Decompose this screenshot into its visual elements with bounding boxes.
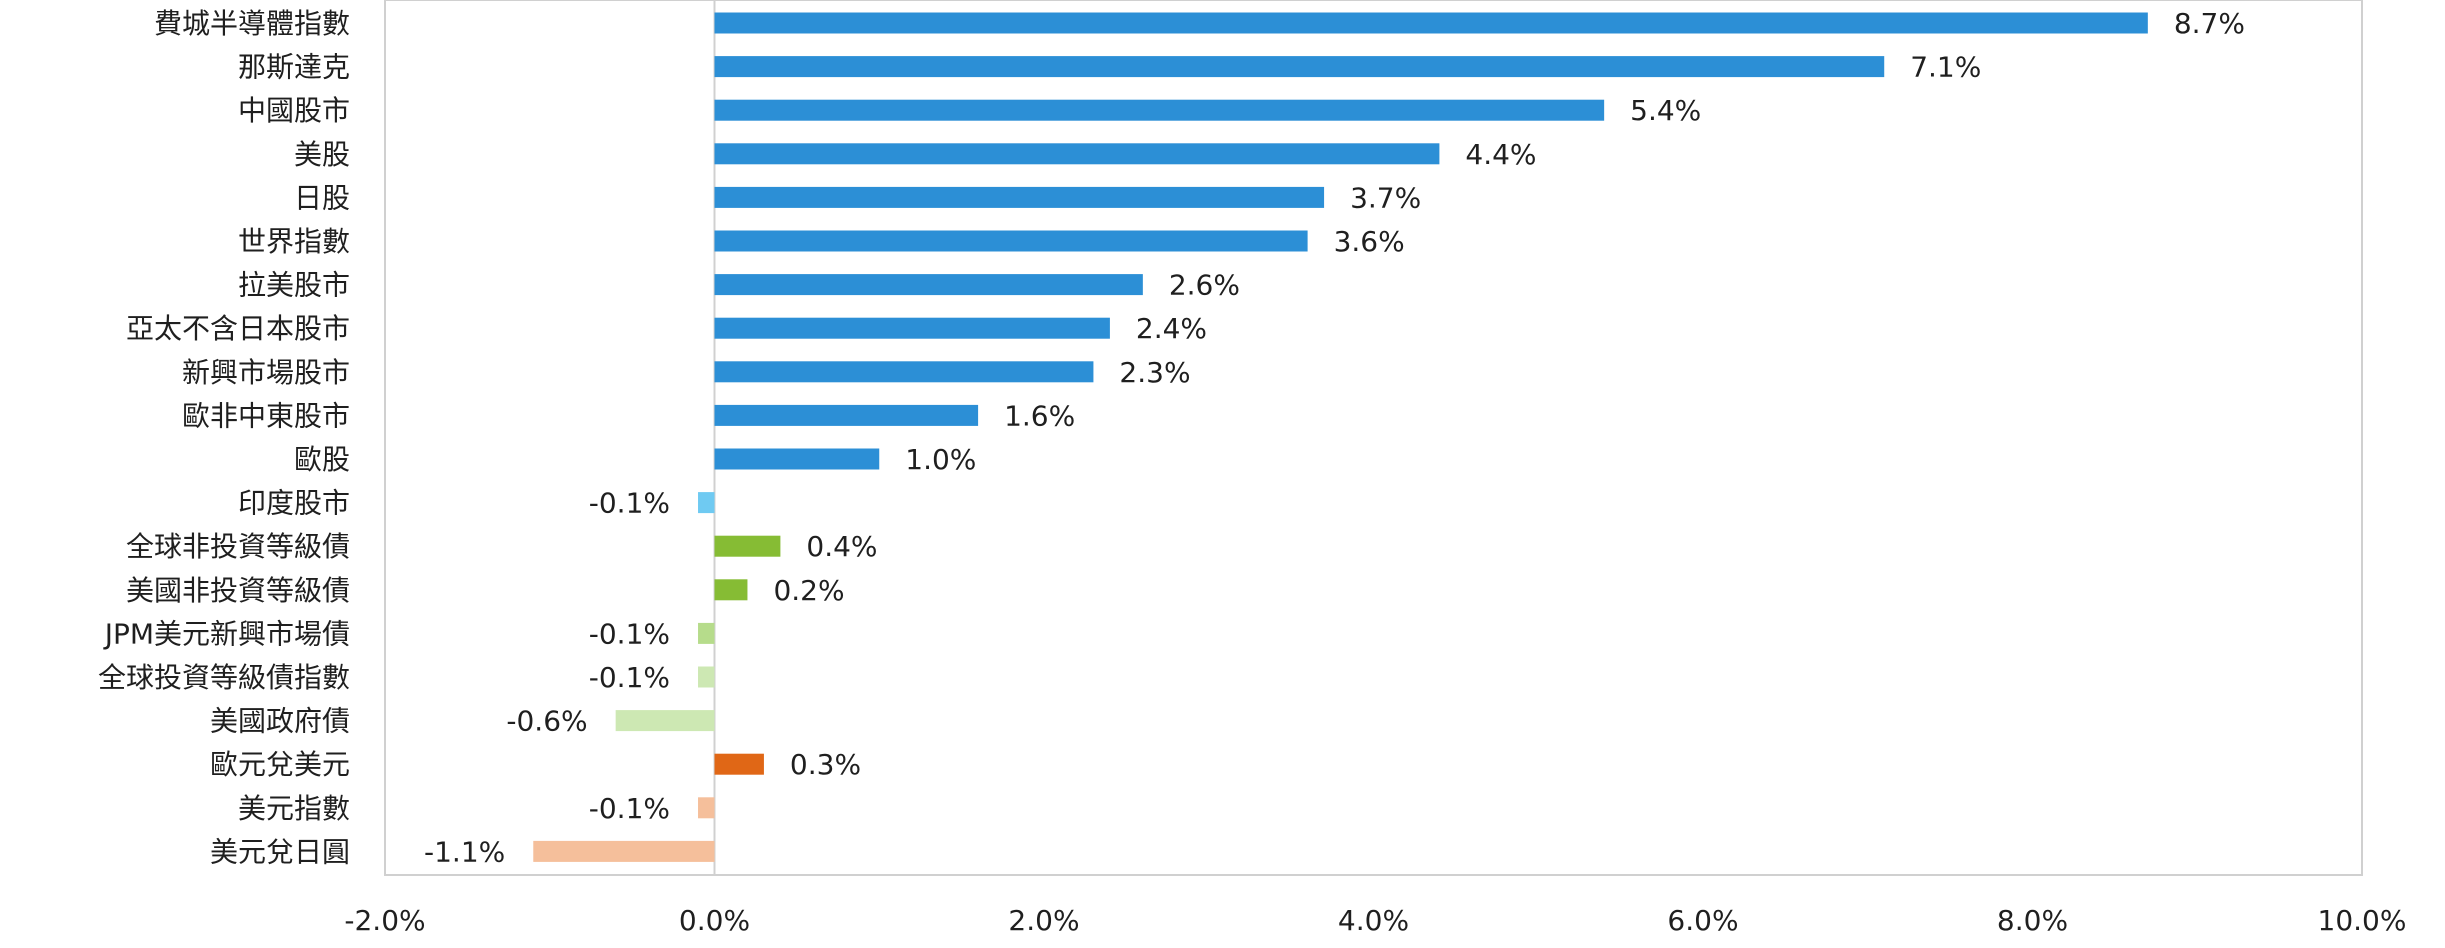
- x-tick-label: 8.0%: [1997, 904, 2068, 937]
- category-label: 新興市場股市: [182, 356, 350, 389]
- bar: [714, 143, 1440, 165]
- category-label: 美股: [294, 138, 350, 171]
- bar: [714, 448, 880, 470]
- category-label: JPM美元新興市場債: [103, 617, 350, 650]
- bar: [615, 710, 715, 732]
- category-label: 美國政府債: [210, 705, 350, 738]
- x-tick-label: -2.0%: [344, 904, 425, 937]
- bar: [714, 56, 1885, 78]
- bar: [698, 492, 715, 514]
- x-tick-label: 6.0%: [1667, 904, 1738, 937]
- bar: [714, 99, 1605, 121]
- x-tick-label: 4.0%: [1338, 904, 1409, 937]
- category-label: 美元指數: [238, 792, 350, 825]
- data-label: -0.6%: [506, 705, 587, 738]
- category-label: 拉美股市: [238, 269, 350, 302]
- data-label: 0.3%: [790, 748, 861, 781]
- category-label: 中國股市: [238, 94, 350, 127]
- data-label: 2.4%: [1136, 312, 1207, 345]
- category-label: 歐股: [294, 443, 350, 476]
- x-tick-label: 2.0%: [1008, 904, 1079, 937]
- category-label: 美元兌日圓: [210, 835, 350, 868]
- category-label: 全球非投資等級債: [126, 530, 350, 563]
- bar: [698, 622, 715, 644]
- x-tick-label: 10.0%: [2318, 904, 2407, 937]
- plot-area-border: [384, 0, 2363, 876]
- category-label: 歐非中東股市: [182, 399, 350, 432]
- data-label: 1.6%: [1004, 399, 1075, 432]
- data-label: 0.2%: [773, 574, 844, 607]
- bar: [714, 230, 1308, 252]
- data-label: 2.6%: [1169, 269, 1240, 302]
- category-label: 全球投資等級債指數: [98, 661, 350, 694]
- bar: [714, 274, 1143, 296]
- data-label: -0.1%: [589, 661, 670, 694]
- bar: [714, 535, 781, 557]
- category-label: 日股: [294, 181, 350, 214]
- data-label: -1.1%: [424, 835, 505, 868]
- data-label: -0.1%: [589, 617, 670, 650]
- data-label: 4.4%: [1465, 138, 1536, 171]
- data-label: 7.1%: [1910, 51, 1981, 84]
- data-label: -0.1%: [589, 487, 670, 520]
- category-label: 印度股市: [238, 487, 350, 520]
- data-label: 0.4%: [806, 530, 877, 563]
- bar: [698, 666, 715, 688]
- data-label: -0.1%: [589, 792, 670, 825]
- data-label: 2.3%: [1119, 356, 1190, 389]
- data-label: 3.6%: [1334, 225, 1405, 258]
- bar: [714, 404, 979, 426]
- category-label: 歐元兌美元: [210, 748, 350, 781]
- bar: [714, 579, 748, 601]
- category-label: 亞太不含日本股市: [126, 312, 350, 345]
- bar: [714, 361, 1094, 383]
- data-label: 1.0%: [905, 443, 976, 476]
- category-label: 費城半導體指數: [154, 7, 350, 40]
- category-label: 美國非投資等級債: [126, 574, 350, 607]
- bar: [714, 12, 2148, 34]
- category-label: 那斯達克: [238, 51, 350, 84]
- data-label: 5.4%: [1630, 94, 1701, 127]
- bar: [714, 186, 1325, 208]
- bar: [714, 317, 1110, 339]
- bar: [533, 840, 715, 862]
- x-tick-label: 0.0%: [679, 904, 750, 937]
- category-label: 世界指數: [238, 225, 350, 258]
- bar: [698, 797, 715, 819]
- bar: [714, 753, 764, 775]
- data-label: 3.7%: [1350, 181, 1421, 214]
- data-label: 8.7%: [2174, 7, 2245, 40]
